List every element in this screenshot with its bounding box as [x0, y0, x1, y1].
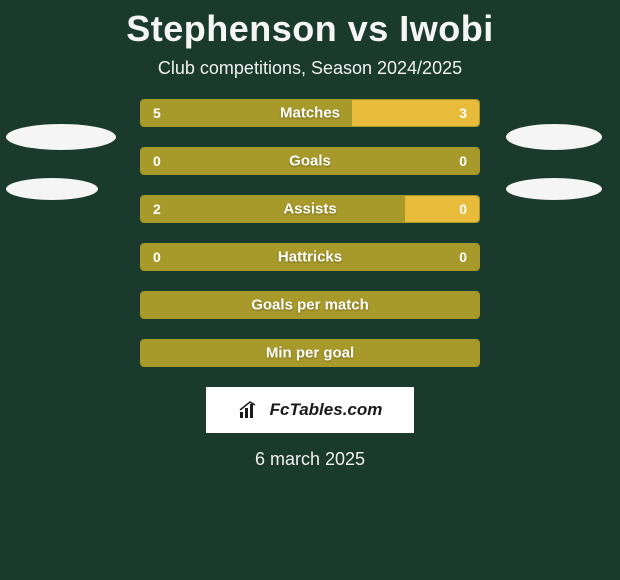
stat-row: 2 0 Assists — [0, 195, 620, 223]
player-badge-right — [506, 124, 602, 150]
bar-left-fill — [141, 196, 405, 222]
player2-name: Iwobi — [399, 8, 494, 49]
stat-label: Min per goal — [266, 345, 354, 362]
stat-value-left: 0 — [153, 153, 161, 169]
date-text: 6 march 2025 — [0, 449, 620, 470]
stat-value-right: 0 — [459, 153, 467, 169]
page-title: Stephenson vs Iwobi — [0, 0, 620, 54]
vs-text: vs — [348, 8, 389, 49]
stat-value-right: 3 — [459, 105, 467, 121]
stat-value-right: 0 — [459, 201, 467, 217]
subtitle: Club competitions, Season 2024/2025 — [0, 54, 620, 99]
stat-label: Matches — [280, 105, 340, 122]
stat-bar: 2 0 Assists — [140, 195, 480, 223]
stat-bar: Goals per match — [140, 291, 480, 319]
player-badge-left — [6, 178, 98, 200]
player-badge-right — [506, 178, 602, 200]
bar-right-fill — [405, 196, 479, 222]
stat-row: Min per goal — [0, 339, 620, 367]
stat-row: Goals per match — [0, 291, 620, 319]
logo-box: FcTables.com — [206, 387, 414, 433]
chart-icon — [238, 400, 264, 420]
main-container: Stephenson vs Iwobi Club competitions, S… — [0, 0, 620, 470]
stat-value-left: 0 — [153, 249, 161, 265]
stat-label: Goals per match — [251, 297, 369, 314]
player1-name: Stephenson — [126, 8, 337, 49]
stat-bar: 5 3 Matches — [140, 99, 480, 127]
stat-label: Hattricks — [278, 249, 342, 266]
stat-label: Goals — [289, 153, 331, 170]
stat-bar: 0 0 Hattricks — [140, 243, 480, 271]
stat-value-right: 0 — [459, 249, 467, 265]
stat-value-left: 2 — [153, 201, 161, 217]
stat-value-left: 5 — [153, 105, 161, 121]
stat-row: 5 3 Matches — [0, 99, 620, 127]
stat-bar: 0 0 Goals — [140, 147, 480, 175]
stat-row: 0 0 Hattricks — [0, 243, 620, 271]
stat-bar: Min per goal — [140, 339, 480, 367]
stat-label: Assists — [283, 201, 336, 218]
player-badge-left — [6, 124, 116, 150]
logo-text: FcTables.com — [270, 400, 383, 420]
stat-row: 0 0 Goals — [0, 147, 620, 175]
